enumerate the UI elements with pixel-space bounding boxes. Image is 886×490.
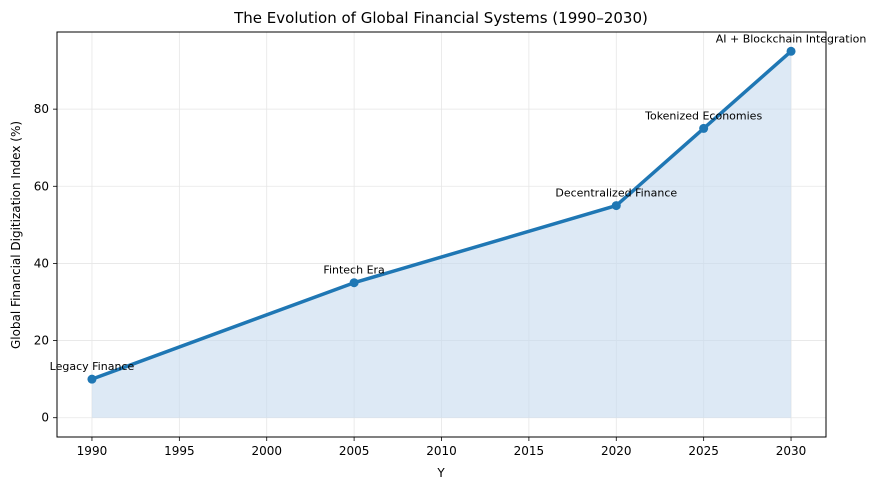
x-tick-label: 1995 — [164, 444, 195, 458]
data-point — [786, 46, 796, 56]
area-fill — [91, 51, 792, 418]
area-fill-path — [91, 51, 792, 418]
x-tick-label: 2010 — [426, 444, 457, 458]
x-tick-label: 2005 — [339, 444, 370, 458]
y-tick-label: 20 — [34, 334, 49, 348]
x-axis-ticks: 1990 1995 2000 2005 2010 2015 2020 2025 2030 — [77, 437, 807, 458]
y-tick-label: 80 — [34, 102, 49, 116]
data-point — [87, 374, 97, 384]
x-tick-label: 2000 — [251, 444, 282, 458]
annotations: Legacy Finance Fintech Era Decentralized F… — [50, 32, 867, 373]
x-axis-label: Y — [436, 466, 445, 480]
annotation-label: Fintech Era — [323, 264, 384, 277]
x-tick-label: 2030 — [776, 444, 807, 458]
data-points — [87, 46, 796, 384]
y-tick-label: 40 — [34, 256, 49, 270]
data-point — [349, 278, 359, 288]
data-point — [611, 201, 621, 211]
y-axis-label: Global Financial Digitization Index (%) — [9, 121, 23, 349]
data-point — [699, 123, 709, 133]
annotation-label: Tokenized Economies — [644, 109, 762, 122]
x-tick-label: 1990 — [77, 444, 108, 458]
x-tick-label: 2020 — [601, 444, 632, 458]
x-tick-label: 2025 — [688, 444, 719, 458]
y-tick-label: 0 — [41, 411, 49, 425]
y-tick-label: 60 — [34, 179, 49, 193]
annotation-label: Legacy Finance — [50, 360, 135, 373]
x-tick-label: 2015 — [514, 444, 545, 458]
chart-title: The Evolution of Global Financial System… — [233, 9, 648, 27]
annotation-label: AI + Blockchain Integration — [716, 32, 867, 45]
y-axis-ticks: 0 20 40 60 80 — [34, 102, 57, 425]
annotation-label: Decentralized Finance — [555, 187, 677, 200]
